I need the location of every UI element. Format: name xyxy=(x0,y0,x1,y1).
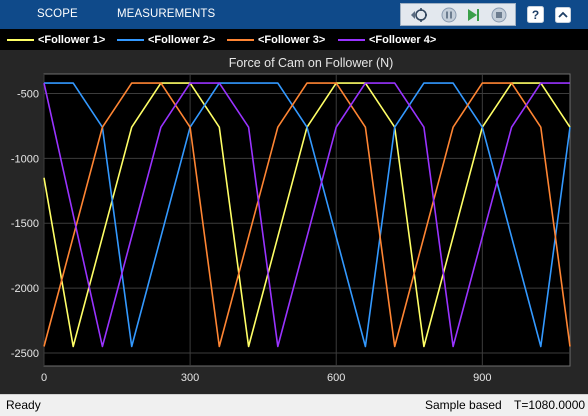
status-text: Ready xyxy=(6,398,41,412)
legend-item-follower-4[interactable]: <Follower 4> xyxy=(338,29,436,50)
grid-lines xyxy=(43,74,570,366)
plot-background xyxy=(43,73,571,367)
x-tick-label: 0 xyxy=(41,372,47,384)
svg-text:?: ? xyxy=(532,8,539,22)
tab-scope[interactable]: SCOPE xyxy=(37,8,78,20)
plot-area[interactable]: Force of Cam on Follower (N) 0 300 600 900 -… xyxy=(0,50,588,394)
legend-swatch xyxy=(7,38,34,41)
toolstrip: SCOPE MEASUREMENTS xyxy=(0,0,588,29)
legend-label: <Follower 3> xyxy=(258,33,326,46)
step-forward-icon[interactable] xyxy=(461,4,484,25)
series-line-follower-1 xyxy=(43,82,571,348)
tick-labels: 0 300 600 900 -500 -1000 -1500 -2000 -2500 xyxy=(11,88,492,384)
legend-item-follower-1[interactable]: <Follower 1> xyxy=(7,29,105,50)
legend-item-follower-2[interactable]: <Follower 2> xyxy=(117,29,215,50)
x-tick-label: 300 xyxy=(181,372,199,384)
sample-mode: Sample based xyxy=(425,398,502,412)
series-line-follower-4 xyxy=(43,82,570,348)
series-line-follower-3 xyxy=(43,82,571,348)
highlight-simulink-block-icon[interactable] xyxy=(407,4,430,25)
pause-icon[interactable] xyxy=(437,4,460,25)
legend-swatch xyxy=(117,38,144,41)
stop-icon[interactable] xyxy=(487,4,510,25)
x-tick-label: 600 xyxy=(327,372,345,384)
status-bar: Ready Sample based T=1080.0000 xyxy=(0,394,588,416)
simulation-time: T=1080.0000 xyxy=(514,398,586,412)
y-tick-label: -1500 xyxy=(11,218,39,230)
chart-title: Force of Cam on Follower (N) xyxy=(229,56,394,70)
scope-plot: Force of Cam on Follower (N) 0 300 600 900 -… xyxy=(11,56,571,384)
y-tick-label: -1000 xyxy=(11,153,39,165)
x-tick-label: 900 xyxy=(473,372,491,384)
series-group xyxy=(43,82,571,348)
help-icon[interactable]: ? xyxy=(525,4,546,25)
legend-label: <Follower 4> xyxy=(369,33,437,46)
y-tick-label: -2500 xyxy=(11,348,39,360)
y-tick-label: -2000 xyxy=(11,283,39,295)
legend-swatch xyxy=(338,38,365,41)
legend-label: <Follower 1> xyxy=(38,33,106,46)
legend-item-follower-3[interactable]: <Follower 3> xyxy=(227,29,325,50)
legend-label: <Follower 2> xyxy=(148,33,216,46)
legend: <Follower 1> <Follower 2> <Follower 3> <… xyxy=(0,29,588,50)
legend-swatch xyxy=(227,38,254,41)
simulation-controls xyxy=(400,3,516,26)
tab-measurements[interactable]: MEASUREMENTS xyxy=(117,8,216,20)
collapse-toolstrip-icon[interactable] xyxy=(552,4,573,25)
y-tick-label: -500 xyxy=(17,88,39,100)
